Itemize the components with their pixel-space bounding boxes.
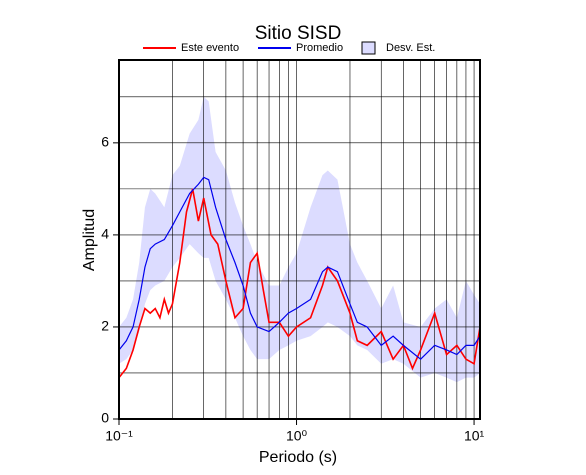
y-axis-label: Amplitud — [81, 209, 98, 271]
y-tick-label: 2 — [101, 318, 109, 334]
x-tick-label: 10⁰ — [286, 428, 308, 444]
plot-frame — [118, 59, 481, 420]
y-tick-label: 6 — [101, 134, 109, 150]
x-axis-label: Periodo (s) — [259, 449, 337, 466]
series-line — [118, 176, 481, 360]
y-tick-label: 4 — [101, 226, 109, 242]
legend-swatch — [361, 41, 376, 55]
legend-label: Promedio — [296, 42, 343, 54]
x-tick-label: 10⁻¹ — [105, 428, 133, 444]
y-tick-label: 0 — [101, 410, 109, 426]
series-line — [118, 188, 481, 379]
x-tick-label: 10¹ — [464, 428, 485, 444]
std-band — [119, 96, 480, 383]
legend-label: Este evento — [181, 42, 239, 54]
chart-title: Sitio SISD — [255, 23, 342, 44]
legend-label: Desv. Est. — [386, 42, 435, 54]
